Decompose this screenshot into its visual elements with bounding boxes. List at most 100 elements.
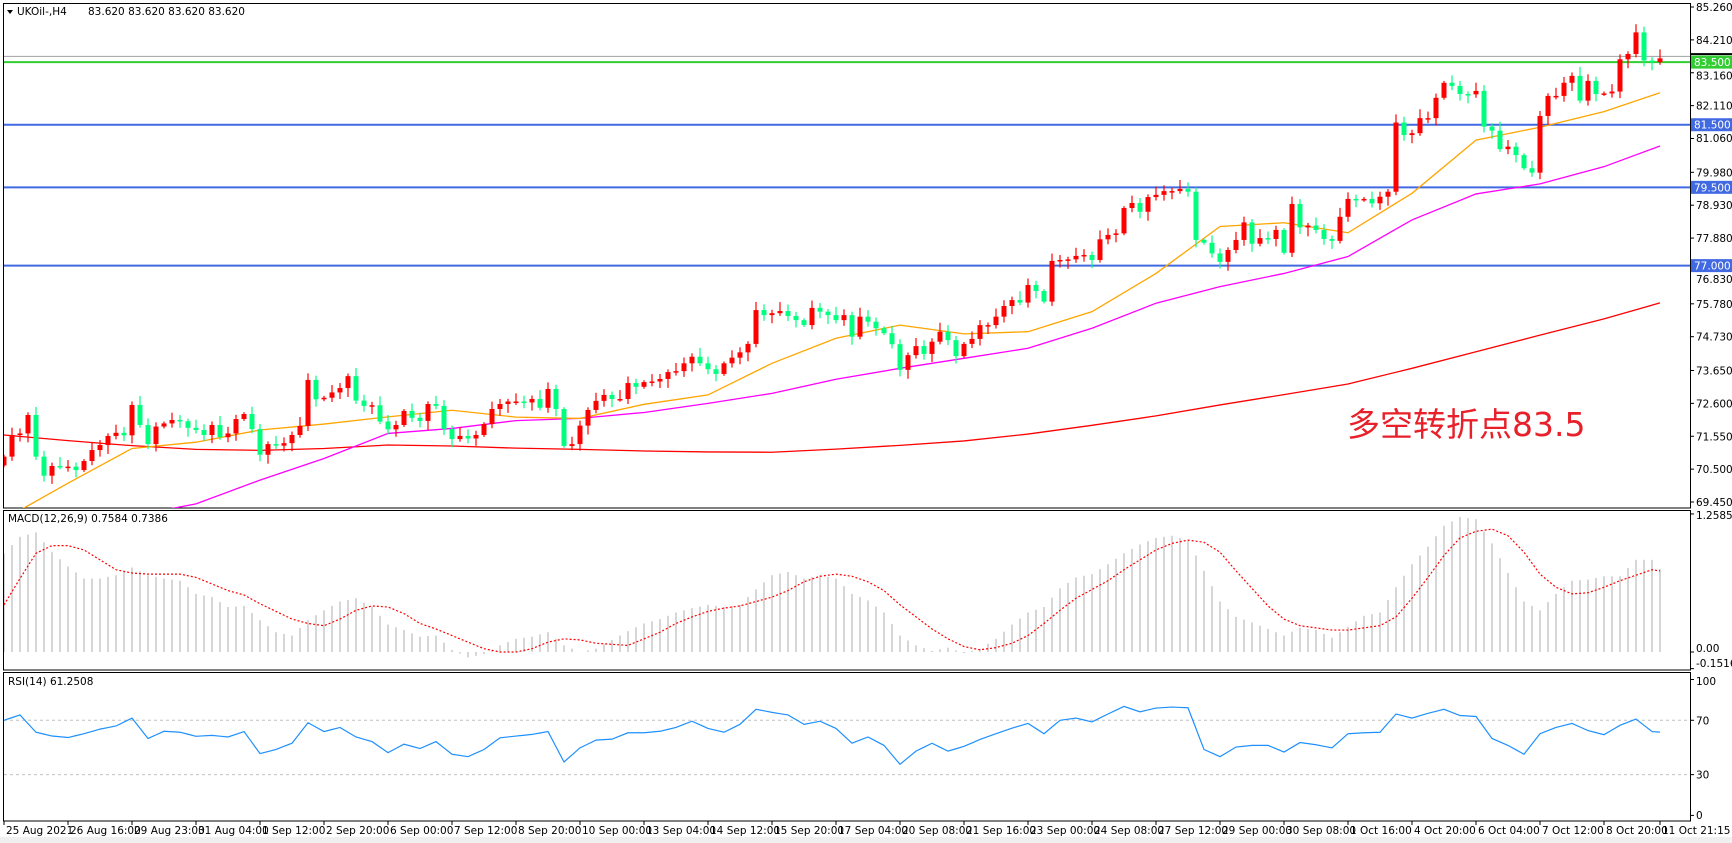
- candle-body: [433, 404, 439, 406]
- candle: [1185, 182, 1191, 197]
- candle-body: [1521, 155, 1527, 169]
- candle: [1153, 186, 1159, 201]
- candle: [833, 306, 839, 324]
- candle: [1057, 254, 1063, 268]
- candle: [17, 428, 23, 442]
- candle-body: [897, 344, 903, 370]
- candle: [265, 441, 271, 464]
- candle: [561, 407, 567, 448]
- candle: [1193, 187, 1199, 248]
- candle: [1209, 235, 1215, 258]
- triangle-down-icon[interactable]: [7, 10, 13, 14]
- macd-tick-label: 0.00: [1696, 643, 1719, 655]
- candle: [1593, 76, 1599, 102]
- candle-body: [1177, 188, 1183, 192]
- candle-body: [881, 328, 887, 334]
- rsi-tick-label: 0: [1696, 810, 1703, 822]
- candle-body: [1545, 95, 1551, 116]
- candle: [1457, 80, 1463, 101]
- candle-body: [969, 338, 975, 344]
- candle: [1625, 51, 1631, 69]
- candle: [1329, 235, 1335, 250]
- candle-body: [553, 388, 559, 410]
- candle-body: [473, 435, 479, 439]
- price-tick-label: 79.980: [1696, 167, 1732, 179]
- candle: [761, 304, 767, 321]
- candle: [1569, 72, 1575, 91]
- status-strip: [0, 837, 1732, 843]
- candle: [689, 353, 695, 372]
- candle-body: [121, 432, 127, 436]
- candle: [1649, 57, 1655, 71]
- price-tick-label: 74.730: [1696, 332, 1732, 344]
- candle: [305, 373, 311, 431]
- price-tick-label: 76.830: [1696, 274, 1732, 286]
- symbol-label: UKOil-,H4: [17, 6, 67, 18]
- candle-body: [337, 388, 343, 393]
- candle-body: [1073, 255, 1079, 260]
- price-tick-label: 84.210: [1696, 35, 1732, 47]
- candle: [545, 382, 551, 413]
- candle-body: [1049, 260, 1055, 302]
- candle: [1633, 24, 1639, 58]
- candle-body: [1137, 203, 1143, 212]
- candle: [609, 391, 615, 408]
- macd-panel[interactable]: [3, 510, 1691, 671]
- candle-body: [953, 340, 959, 357]
- candle: [1601, 91, 1607, 96]
- bid-marker: [1691, 53, 1732, 56]
- candle: [649, 374, 655, 387]
- candle: [1281, 228, 1287, 255]
- candle-body: [1185, 188, 1191, 192]
- candle-body: [169, 419, 175, 424]
- time-tick-label: 24 Sep 08:00: [1094, 825, 1164, 837]
- candle: [1273, 225, 1279, 247]
- candle-body: [977, 325, 983, 339]
- candle: [225, 426, 231, 443]
- main-panel[interactable]: [3, 3, 1691, 509]
- candle-body: [4, 456, 7, 466]
- rsi-line: [4, 705, 1661, 766]
- candle-body: [1201, 239, 1207, 243]
- candle-body: [441, 405, 447, 430]
- candle: [945, 325, 951, 346]
- candle-body: [1609, 91, 1615, 94]
- candle-body: [1537, 115, 1543, 173]
- candle: [153, 422, 159, 452]
- candle-body: [1417, 118, 1423, 134]
- candle-body: [17, 433, 23, 436]
- candle-body: [145, 424, 151, 445]
- candle-body: [297, 425, 303, 436]
- level-tag-79.500: [1691, 180, 1732, 194]
- candle: [1305, 222, 1311, 237]
- candle: [1481, 85, 1487, 133]
- candle: [617, 390, 623, 402]
- candle: [417, 412, 423, 428]
- candle: [521, 395, 527, 409]
- candle: [1081, 249, 1087, 262]
- candle-body: [233, 419, 239, 434]
- candle-body: [569, 444, 575, 446]
- candle: [593, 392, 599, 414]
- candle-body: [465, 435, 471, 439]
- rsi-panel[interactable]: [3, 672, 1691, 822]
- candle-body: [393, 424, 399, 430]
- candle-body: [481, 424, 487, 436]
- candle-body: [785, 311, 791, 317]
- candle: [169, 412, 175, 428]
- candle: [369, 401, 375, 415]
- candle-body: [1345, 198, 1351, 217]
- level-tag-81.500: [1691, 118, 1732, 132]
- candle: [1297, 198, 1303, 234]
- time-tick-label: 8 Oct 20:00: [1606, 825, 1668, 837]
- candle: [1089, 251, 1095, 269]
- candle: [729, 350, 735, 368]
- candle-body: [1569, 75, 1575, 83]
- candle: [281, 437, 287, 452]
- candle: [681, 357, 687, 377]
- candle-body: [1481, 90, 1487, 127]
- candle-body: [49, 466, 55, 476]
- candle: [1177, 179, 1183, 194]
- candle: [553, 384, 559, 417]
